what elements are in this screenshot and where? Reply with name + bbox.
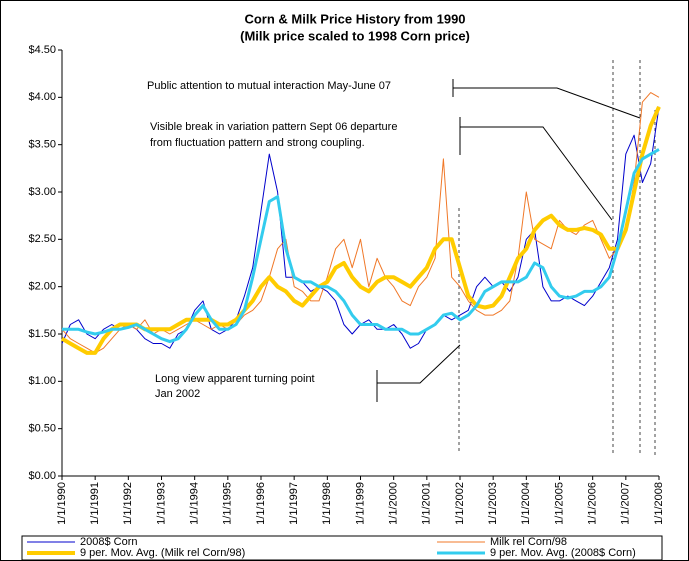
y-tick-label: $4.00 [28, 91, 56, 103]
x-tick-label: 1/1/1999 [354, 482, 366, 525]
x-tick-label: 1/1/1992 [122, 482, 134, 525]
x-tick-label: 1/1/1997 [288, 482, 300, 525]
legend-label: 2008$ Corn [80, 536, 138, 548]
y-tick-label: $4.50 [28, 44, 56, 56]
annotation-lines [376, 60, 656, 455]
line-series [60, 105, 661, 355]
x-tick-label: 1/1/2008 [653, 482, 665, 525]
annotation: Public attention to mutual interaction M… [147, 80, 391, 92]
legend [21, 535, 663, 561]
x-tick-label: 1/1/1994 [189, 482, 201, 525]
annotation: from fluctuation pattern and strong coup… [150, 137, 365, 149]
y-tick-label: $1.50 [28, 328, 56, 340]
x-tick-label: 1/1/2002 [454, 482, 466, 525]
x-tick-label: 1/1/1993 [155, 482, 167, 525]
y-tick-label: $0.50 [28, 423, 56, 435]
x-tick-label: 1/1/1996 [255, 482, 267, 525]
x-tick-label: 1/1/1995 [222, 482, 234, 525]
y-tick-label: $2.00 [28, 281, 56, 293]
x-tick-label: 1/1/2006 [587, 482, 599, 525]
x-tick-label: 1/1/2000 [388, 482, 400, 525]
legend-label: Milk rel Corn/98 [490, 536, 567, 548]
annotation: Long view apparent turning point [155, 373, 315, 385]
y-tick-label: $0.00 [28, 470, 56, 482]
annotation: Visible break in variation pattern Sept … [150, 121, 397, 133]
x-tick-label: 1/1/1991 [89, 482, 101, 525]
x-tick-label: 1/1/1990 [56, 482, 68, 525]
y-tick-label: $1.00 [28, 375, 56, 387]
x-tick-label: 1/1/2004 [520, 482, 532, 525]
chart-subtitle: (Milk price scaled to 1998 Corn price) [240, 28, 470, 43]
x-tick-label: 1/1/2003 [487, 482, 499, 525]
annotation: Jan 2002 [155, 388, 200, 400]
y-tick-label: $3.00 [28, 186, 56, 198]
x-tick-label: 1/1/2005 [553, 482, 565, 525]
x-tick-label: 1/1/2007 [620, 482, 632, 525]
line-series [62, 148, 660, 344]
x-tick-label: 1/1/1998 [321, 482, 333, 525]
chart-title: Corn & Milk Price History from 1990 [244, 11, 465, 26]
legend-label: 9 per. Mov. Avg. (Milk rel Corn/98) [80, 547, 245, 559]
y-tick-label: $2.50 [28, 233, 56, 245]
y-tick-label: $3.50 [28, 139, 56, 151]
legend-label: 9 per. Mov. Avg. (2008$ Corn) [490, 547, 636, 559]
x-tick-label: 1/1/2001 [421, 482, 433, 525]
